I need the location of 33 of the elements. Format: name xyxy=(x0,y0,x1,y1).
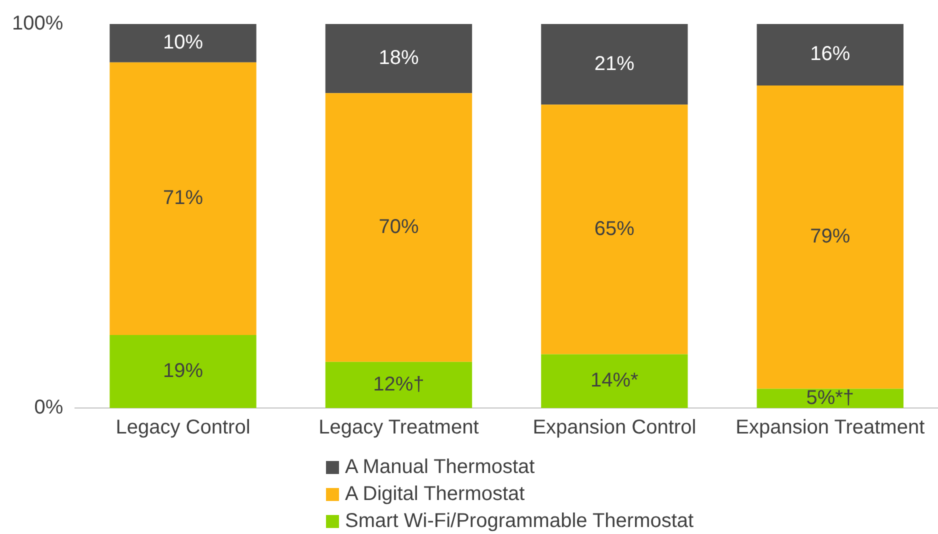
data-label: 79% xyxy=(810,226,850,248)
data-label: 12%† xyxy=(373,373,424,396)
data-label: 16% xyxy=(810,43,850,66)
legend-label: Smart Wi-Fi/Programmable Thermostat xyxy=(345,509,694,534)
x-tick-label: Expansion Control xyxy=(532,416,696,439)
x-tick-label: Legacy Control xyxy=(116,416,250,439)
x-tick-label: Expansion Treatment xyxy=(736,416,926,439)
y-tick-label: 0% xyxy=(34,396,64,419)
legend-label: A Manual Thermostat xyxy=(345,455,535,480)
bar xyxy=(756,24,904,86)
bar xyxy=(110,62,256,336)
bar xyxy=(756,388,904,408)
x-tick-label: Legacy Treatment xyxy=(318,416,480,439)
data-label: 71% xyxy=(162,187,204,210)
bar xyxy=(325,362,472,408)
bar xyxy=(541,104,688,354)
bar xyxy=(325,93,472,362)
bar xyxy=(541,24,688,105)
data-label: 21% xyxy=(594,52,635,75)
data-label: 65% xyxy=(594,218,635,240)
data-label: 14%* xyxy=(590,370,639,392)
bar xyxy=(110,335,256,408)
y-tick-label: 100% xyxy=(12,12,64,35)
bar xyxy=(756,85,904,389)
data-label: 10% xyxy=(162,32,204,54)
data-label: 18% xyxy=(378,47,419,70)
data-label: 70% xyxy=(378,216,419,238)
legend-label: A Digital Thermostat xyxy=(345,482,525,507)
bar xyxy=(325,24,472,94)
bar xyxy=(541,354,688,408)
data-label: 5%*† xyxy=(806,386,854,409)
bar xyxy=(110,24,256,62)
data-label: 19% xyxy=(162,360,204,382)
